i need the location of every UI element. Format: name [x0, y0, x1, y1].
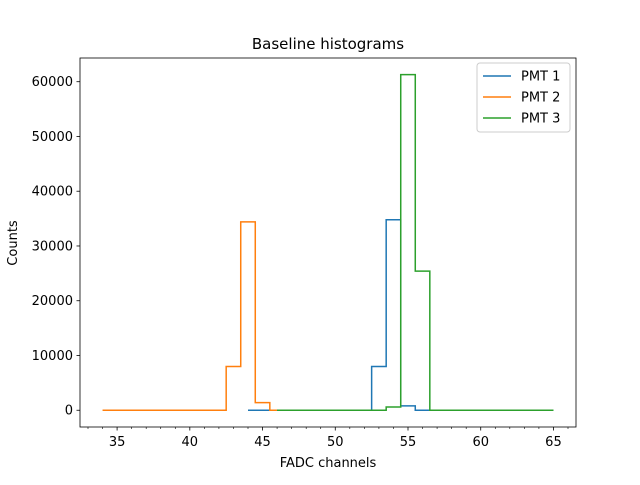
y-tick-label: 40000 — [32, 185, 73, 200]
legend-label-pmt-1: PMT 1 — [521, 70, 560, 85]
x-tick-label: 60 — [472, 435, 489, 450]
legend-label-pmt-2: PMT 2 — [521, 91, 560, 106]
x-tick-label: 35 — [109, 435, 126, 450]
y-tick-label: 0 — [65, 404, 73, 419]
axes: 35 40 45 50 55 60 65 0 10000 20000 30000 40000 50000… — [32, 57, 577, 450]
x-tick-label: 40 — [182, 435, 199, 450]
y-tick-label: 20000 — [32, 294, 73, 309]
legend: PMT 1 PMT 2 PMT 3 — [476, 62, 571, 133]
y-tick-label: 50000 — [32, 130, 73, 145]
series-line-pmt-2 — [102, 221, 278, 411]
y-tick-label: 30000 — [32, 239, 73, 254]
x-tick-label: 50 — [327, 435, 344, 450]
x-axis-label: FADC channels — [280, 456, 377, 471]
y-tick-label: 60000 — [32, 75, 73, 90]
y-axis-label: Counts — [6, 220, 21, 266]
x-tick-label: 55 — [400, 435, 417, 450]
legend-label-pmt-3: PMT 3 — [521, 112, 560, 127]
x-tick-label: 45 — [254, 435, 271, 450]
y-tick-label: 10000 — [32, 349, 73, 364]
series-line-pmt-3 — [277, 73, 554, 411]
plot-area — [102, 73, 554, 411]
legend-box — [476, 62, 571, 133]
x-tick-label: 65 — [545, 435, 562, 450]
chart-title: Baseline histograms — [252, 35, 404, 53]
axes-frame — [79, 57, 577, 428]
